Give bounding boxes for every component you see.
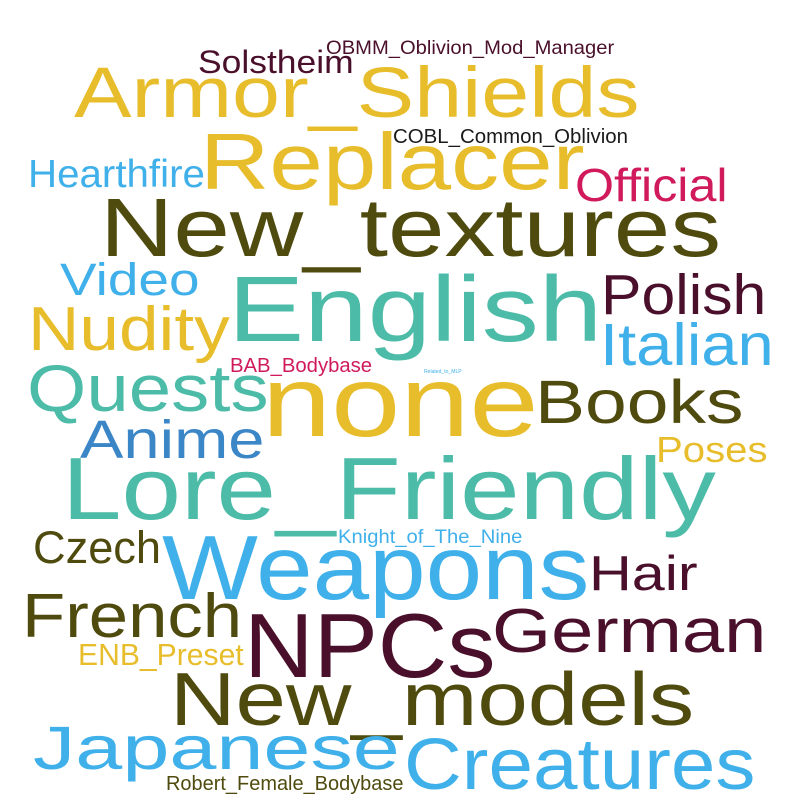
word-robert-female-bodybase: Robert_Female_Bodybase (166, 772, 404, 795)
word-npcs: NPCs (244, 594, 496, 697)
word-german: German (492, 597, 767, 667)
word-none: none (262, 346, 539, 458)
word-italian: Italian (600, 310, 774, 378)
word-english: English (228, 256, 603, 361)
word-related-to-mlp: Related_to_MLP (424, 368, 462, 375)
word-video: Video (60, 254, 200, 306)
word-weapons: Weapons (162, 516, 590, 619)
word-polish: Polish (601, 262, 767, 327)
word-bab-bodybase: BAB_Bodybase (230, 354, 373, 377)
word-new-textures: New_textures (100, 181, 722, 274)
word-french: French (22, 582, 243, 652)
word-nudity: Nudity (28, 295, 230, 365)
word-obmm: OBMM_Oblivion_Mod_Manager (326, 36, 615, 59)
word-czech: Czech (33, 522, 161, 574)
word-poses: Poses (656, 428, 768, 470)
word-enb-preset: ENB_Preset (78, 639, 244, 673)
word-new-models: New_models (170, 656, 695, 741)
word-hearthfire: Hearthfire (28, 152, 205, 196)
word-books: Books (535, 368, 744, 437)
word-japanese: Japanese (33, 714, 400, 783)
word-quests: Quests (27, 352, 269, 426)
word-hair: Hair (589, 546, 698, 601)
word-armor-shields: Armor_Shields (74, 53, 640, 133)
word-replacer: Replacer (200, 117, 585, 207)
word-knight-of-the-nine: Knight_of_The_Nine (338, 525, 523, 548)
word-anime: Anime (80, 409, 265, 470)
word-lore-friendly: Lore_Friendly (62, 438, 716, 538)
word-creatures: Creatures (404, 724, 756, 800)
word-official: Official (575, 159, 728, 212)
word-solstheim: Solstheim (198, 44, 354, 81)
word-cobl: COBL_Common_Oblivion (393, 125, 628, 148)
